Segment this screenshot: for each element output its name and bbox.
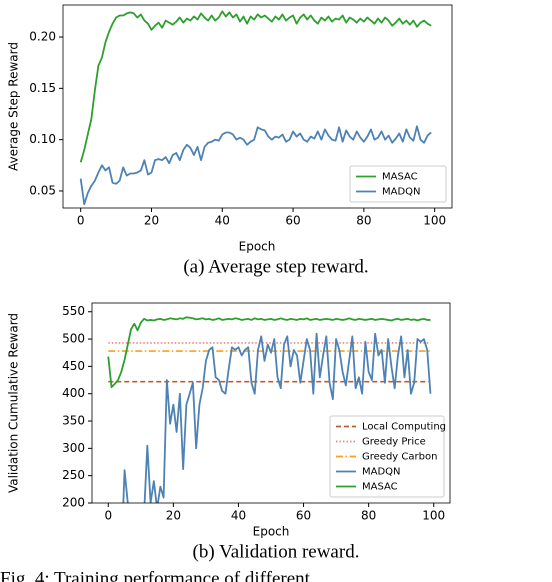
series-line: [79, 125, 432, 206]
x-tick-label: 0: [104, 509, 112, 523]
x-tick-label: 60: [285, 214, 300, 228]
legend-label: MADQN: [382, 187, 421, 198]
y-tick-label: 350: [62, 414, 85, 428]
legend-box: [349, 165, 447, 203]
y-tick-label: 0.10: [29, 132, 56, 146]
x-tick-label: 40: [215, 214, 230, 228]
y-tick-label: 300: [62, 441, 85, 455]
x-tick-label: 60: [296, 509, 311, 523]
y-tick-label: 0.05: [29, 183, 56, 197]
x-tick-label: 100: [423, 214, 446, 228]
plot-area: [79, 10, 432, 206]
x-tick-label: 80: [356, 214, 371, 228]
axes-frame: [91, 302, 451, 504]
x-tick-label: 20: [166, 509, 181, 523]
x-tick-label: 0: [77, 214, 85, 228]
axes-frame: [62, 4, 453, 209]
y-tick-label: 450: [62, 359, 85, 373]
y-tick-label: 500: [62, 332, 85, 346]
y-tick-label: 400: [62, 386, 85, 400]
legend-label: MADQN: [362, 467, 401, 478]
legend-label: Local Computing: [362, 422, 446, 433]
y-tick-label: 250: [62, 468, 85, 482]
x-tick-label: 20: [144, 214, 159, 228]
caption: (a) Average step reward.: [183, 256, 368, 277]
y-tick-label: 550: [62, 304, 85, 318]
series-line: [107, 316, 431, 389]
legend-box: [329, 415, 445, 498]
y-tick-label: 0.20: [29, 30, 56, 44]
legend-label: Greedy Carbon: [362, 452, 437, 463]
plot-area: [107, 316, 432, 503]
x-axis-label: Epoch: [253, 525, 290, 539]
figure-caption: Fig. 4: Training performance of differen…: [0, 568, 311, 582]
y-tick-label: 0.15: [29, 81, 56, 95]
x-tick-label: 40: [231, 509, 246, 523]
y-tick-label: 200: [62, 496, 85, 510]
caption: (b) Validation reward.: [193, 541, 360, 562]
series-line: [122, 332, 432, 503]
x-axis-label: Epoch: [239, 240, 276, 254]
series-line: [79, 10, 432, 163]
legend-label: Greedy Price: [362, 437, 426, 448]
x-tick-label: 100: [422, 509, 445, 523]
x-tick-label: 80: [361, 509, 376, 523]
y-axis-label: Validation Cumulative Reward: [7, 313, 21, 493]
legend-label: MASAC: [362, 482, 398, 493]
legend-label: MASAC: [382, 172, 418, 183]
y-axis-label: Average Step Reward: [7, 42, 21, 171]
